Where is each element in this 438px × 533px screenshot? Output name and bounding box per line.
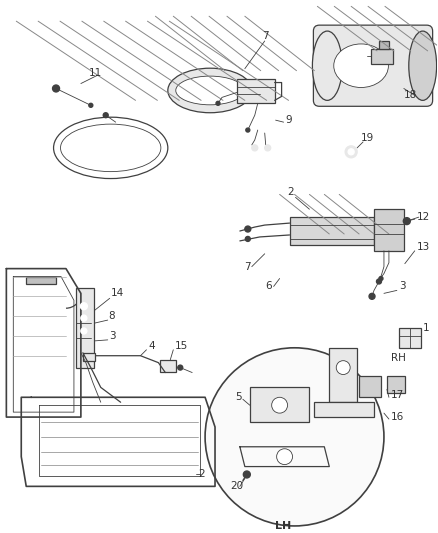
Text: 1: 1: [423, 323, 429, 333]
Bar: [314, 402, 374, 417]
Circle shape: [81, 328, 87, 334]
Bar: [374, 209, 404, 251]
Circle shape: [265, 145, 271, 151]
Text: 15: 15: [175, 341, 188, 351]
Text: LH: LH: [275, 521, 291, 531]
Ellipse shape: [168, 68, 252, 113]
Circle shape: [245, 237, 250, 241]
Text: 7: 7: [244, 262, 251, 272]
Ellipse shape: [176, 76, 244, 105]
Circle shape: [369, 293, 375, 300]
Text: 11: 11: [89, 68, 102, 78]
Circle shape: [81, 303, 87, 310]
Ellipse shape: [312, 31, 342, 100]
Circle shape: [277, 449, 293, 465]
Circle shape: [244, 471, 250, 478]
Bar: [26, 277, 56, 285]
Text: 9: 9: [286, 115, 292, 125]
Text: 4: 4: [148, 341, 155, 351]
Circle shape: [216, 101, 220, 106]
Text: 2: 2: [198, 470, 205, 480]
Text: 3: 3: [399, 281, 406, 292]
Circle shape: [178, 365, 183, 370]
Text: 2: 2: [288, 188, 294, 197]
Bar: [83, 353, 95, 361]
Text: 5: 5: [235, 392, 241, 402]
Bar: [371, 49, 393, 64]
Bar: [379, 41, 389, 49]
Circle shape: [252, 145, 258, 151]
Circle shape: [205, 348, 384, 526]
Text: 7: 7: [262, 31, 268, 41]
Text: 12: 12: [417, 212, 430, 222]
Bar: [329, 348, 357, 402]
Bar: [76, 288, 94, 368]
Text: 16: 16: [391, 412, 404, 422]
Ellipse shape: [409, 31, 437, 100]
Circle shape: [345, 146, 357, 158]
FancyBboxPatch shape: [314, 25, 433, 106]
Text: 8: 8: [109, 311, 115, 321]
Bar: [290, 217, 374, 245]
Bar: [250, 387, 309, 422]
Text: 6: 6: [266, 281, 272, 292]
Bar: [160, 360, 176, 372]
Circle shape: [336, 361, 350, 375]
Circle shape: [377, 279, 381, 284]
Text: 3: 3: [109, 331, 115, 341]
Text: RH: RH: [391, 353, 406, 362]
Text: 18: 18: [403, 91, 417, 100]
Text: 17: 17: [391, 390, 404, 400]
Text: 13: 13: [417, 242, 430, 252]
Bar: [387, 376, 405, 393]
Circle shape: [246, 128, 250, 132]
Circle shape: [245, 226, 251, 232]
Circle shape: [103, 113, 108, 118]
Bar: [359, 376, 381, 397]
Circle shape: [348, 149, 354, 155]
Ellipse shape: [334, 44, 389, 87]
Bar: [399, 328, 421, 348]
Circle shape: [89, 103, 93, 107]
Circle shape: [53, 85, 60, 92]
Text: 19: 19: [361, 133, 374, 143]
Bar: [237, 78, 275, 103]
Circle shape: [379, 277, 383, 280]
Text: 14: 14: [111, 288, 124, 298]
Circle shape: [272, 397, 288, 413]
Circle shape: [81, 315, 87, 321]
Text: 20: 20: [230, 481, 243, 491]
Circle shape: [403, 217, 410, 224]
